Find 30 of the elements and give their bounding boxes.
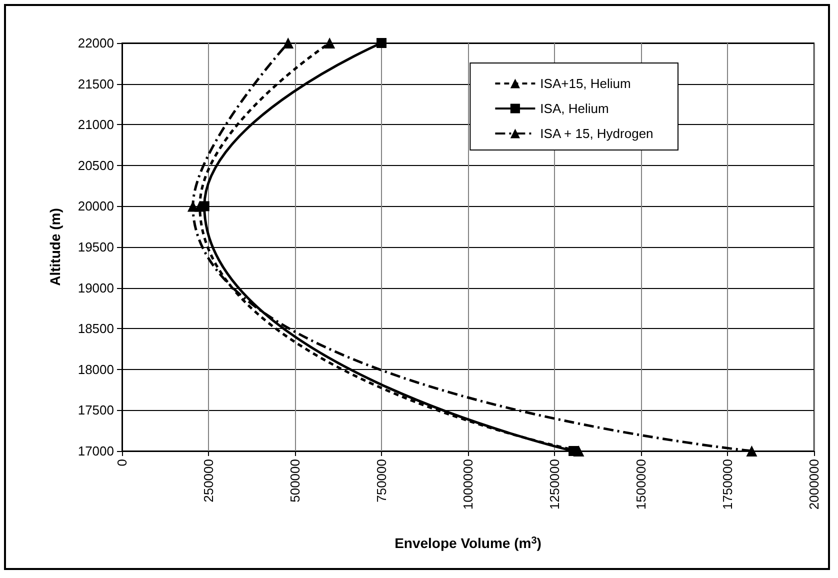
y-tick-label: 17500 — [78, 402, 114, 418]
point — [376, 38, 386, 48]
point — [746, 446, 758, 456]
y-tick-label: 20500 — [78, 158, 114, 173]
x-tick-label: 1000000 — [460, 459, 476, 510]
point — [282, 38, 294, 48]
y-tick-label: 17000 — [78, 444, 114, 458]
x-tick-label: 750000 — [374, 459, 389, 502]
point — [568, 446, 579, 456]
point — [324, 38, 336, 48]
x-tick-label: 1500000 — [634, 459, 648, 510]
x-tick-label: 0 — [114, 459, 130, 466]
point — [199, 201, 210, 212]
legend-label: ISA+15, Helium — [540, 76, 631, 91]
y-tick-label: 21000 — [78, 117, 114, 132]
x-tick-label: 1750000 — [720, 459, 735, 510]
x-tick-label: 500000 — [288, 459, 302, 502]
y-tick-label: 19000 — [78, 280, 114, 296]
y-tick-label: 18000 — [78, 362, 114, 377]
legend-label: ISA, Helium — [540, 101, 609, 116]
y-tick-label: 21500 — [78, 76, 114, 92]
x-tick-label: 250000 — [201, 459, 216, 502]
y-axis-title: Altitude (m) — [47, 208, 63, 286]
y-tick-label: 18500 — [78, 321, 114, 336]
y-tick-label: 20000 — [78, 198, 114, 214]
legend-label: ISA + 15, Hydrogen — [540, 126, 654, 141]
y-tick-label: 22000 — [78, 36, 114, 50]
y-tick-label: 19500 — [78, 240, 114, 254]
x-tick-label: 1250000 — [547, 459, 562, 510]
x-tick-label: 2000000 — [806, 459, 822, 510]
